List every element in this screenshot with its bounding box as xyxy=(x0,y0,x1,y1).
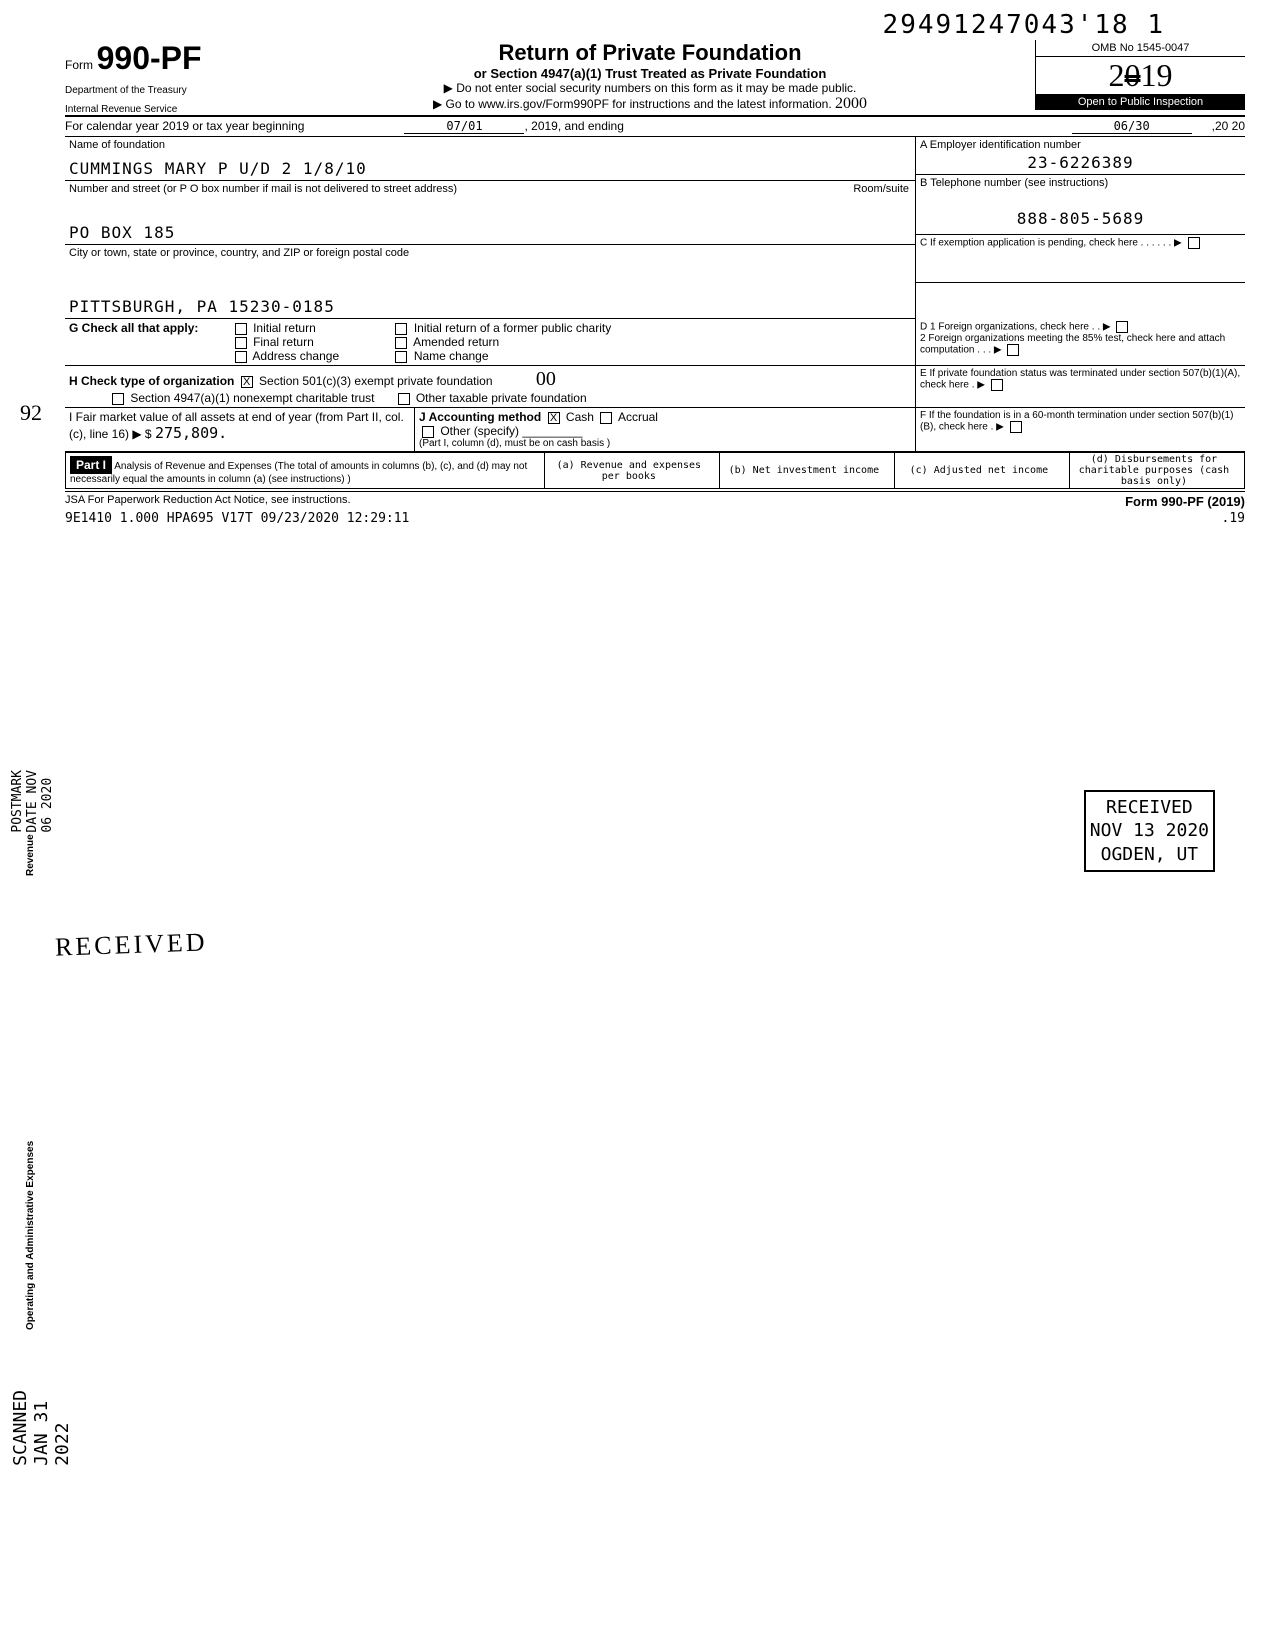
table-header: Part I Analysis of Revenue and Expenses … xyxy=(66,453,1245,489)
title-note2: ▶ Go to www.irs.gov/Form990PF for instru… xyxy=(271,95,1029,113)
form-id-box: Form 990-PF Department of the Treasury I… xyxy=(65,40,265,115)
address-cell: Number and street (or P O box number if … xyxy=(65,181,915,245)
hand-00: 00 xyxy=(536,368,556,390)
form-prefix: Form xyxy=(65,58,93,72)
checkbox-final[interactable] xyxy=(235,337,247,349)
dept-treasury: Department of the Treasury xyxy=(65,85,265,96)
col-a-header: (a) Revenue and expenses per books xyxy=(544,453,719,489)
scanned-stamp: SCANNED JAN 31 2022 xyxy=(10,1390,73,1466)
checkbox-cash[interactable]: X xyxy=(548,412,560,424)
title-sub: or Section 4947(a)(1) Trust Treated as P… xyxy=(271,66,1029,81)
checkbox-name-change[interactable] xyxy=(395,351,407,363)
c-cell: C If exemption application is pending, c… xyxy=(916,235,1245,283)
form-number: 990-PF xyxy=(97,40,202,76)
f-cell: F If the foundation is in a 60-month ter… xyxy=(915,408,1245,451)
col-c-header: (c) Adjusted net income xyxy=(894,453,1069,489)
h-row: H Check type of organization X Section 5… xyxy=(65,366,1245,408)
part1-table: Part I Analysis of Revenue and Expenses … xyxy=(65,452,1245,489)
title-note1: ▶ Do not enter social security numbers o… xyxy=(271,81,1029,95)
footer: JSA For Paperwork Reduction Act Notice, … xyxy=(65,491,1245,509)
period-end: 06/30 xyxy=(1072,119,1192,134)
checkbox-other-method[interactable] xyxy=(422,426,434,438)
fmv-value: 275,809. xyxy=(155,424,227,442)
postmark-stamp: POSTMARK DATE NOV 06 2020 xyxy=(10,770,55,833)
g-row: G Check all that apply: Initial return F… xyxy=(65,319,1245,366)
title-main: Return of Private Foundation xyxy=(271,40,1029,66)
dln-number: 29491247043'18 1 xyxy=(883,10,1165,40)
city-cell: City or town, state or province, country… xyxy=(65,245,915,319)
name-cell: Name of foundation CUMMINGS MARY P U/D 2… xyxy=(65,137,915,181)
foundation-city: PITTSBURGH, PA 15230-0185 xyxy=(69,297,911,316)
period-row: For calendar year 2019 or tax year begin… xyxy=(65,117,1245,137)
foundation-address: PO BOX 185 xyxy=(69,223,911,242)
footer-right: Form 990-PF (2019) xyxy=(1125,494,1245,509)
footer-left: JSA For Paperwork Reduction Act Notice, … xyxy=(65,494,351,509)
dept-irs: Internal Revenue Service xyxy=(65,104,265,115)
sidebar-revenue: Revenue xyxy=(25,730,36,980)
checkbox-address[interactable] xyxy=(235,351,247,363)
year-box: OMB No 1545-0047 2019 Open to Public Ins… xyxy=(1035,40,1245,110)
received-stamp-2: RECEIVED xyxy=(55,927,209,962)
col-d-header: (d) Disbursements for charitable purpose… xyxy=(1069,453,1244,489)
part1-label: Part I xyxy=(70,456,112,474)
ein-value: 23-6226389 xyxy=(920,153,1241,172)
handwritten-2000: 2000 xyxy=(835,95,867,112)
public-inspection: Open to Public Inspection xyxy=(1036,94,1245,110)
checkbox-other-taxable[interactable] xyxy=(398,393,410,405)
footer-line2: 9E1410 1.000 HPA695 V17T 09/23/2020 12:2… xyxy=(65,511,1245,526)
form-header: Form 990-PF Department of the Treasury I… xyxy=(65,40,1245,117)
checkbox-initial[interactable] xyxy=(235,323,247,335)
d-cell: D 1 Foreign organizations, check here . … xyxy=(915,319,1245,365)
checkbox-501c3[interactable]: X xyxy=(241,376,253,388)
identity-block: Name of foundation CUMMINGS MARY P U/D 2… xyxy=(65,137,1245,319)
e-cell: E If private foundation status was termi… xyxy=(915,366,1245,407)
phone-value: 888-805-5689 xyxy=(920,209,1241,228)
checkbox-accrual[interactable] xyxy=(600,412,612,424)
ein-cell: A Employer identification number 23-6226… xyxy=(916,137,1245,175)
col-b-header: (b) Net investment income xyxy=(719,453,894,489)
checkbox-former-public[interactable] xyxy=(395,323,407,335)
foundation-name: CUMMINGS MARY P U/D 2 1/8/10 xyxy=(69,159,911,178)
phone-cell: B Telephone number (see instructions) 88… xyxy=(916,175,1245,235)
omb-number: OMB No 1545-0047 xyxy=(1036,40,1245,57)
hand-92: 92 xyxy=(20,400,42,426)
form-page: 29491247043'18 1 Form 990-PF Department … xyxy=(65,10,1245,526)
title-box: Return of Private Foundation or Section … xyxy=(265,40,1035,113)
tax-year: 2019 xyxy=(1036,57,1245,94)
checkbox-amended[interactable] xyxy=(395,337,407,349)
checkbox-4947[interactable] xyxy=(112,393,124,405)
ij-row: I Fair market value of all assets at end… xyxy=(65,408,1245,452)
period-begin: 07/01 xyxy=(404,119,524,134)
received-stamp: RECEIVED NOV 13 2020 OGDEN, UT xyxy=(1084,790,1215,872)
